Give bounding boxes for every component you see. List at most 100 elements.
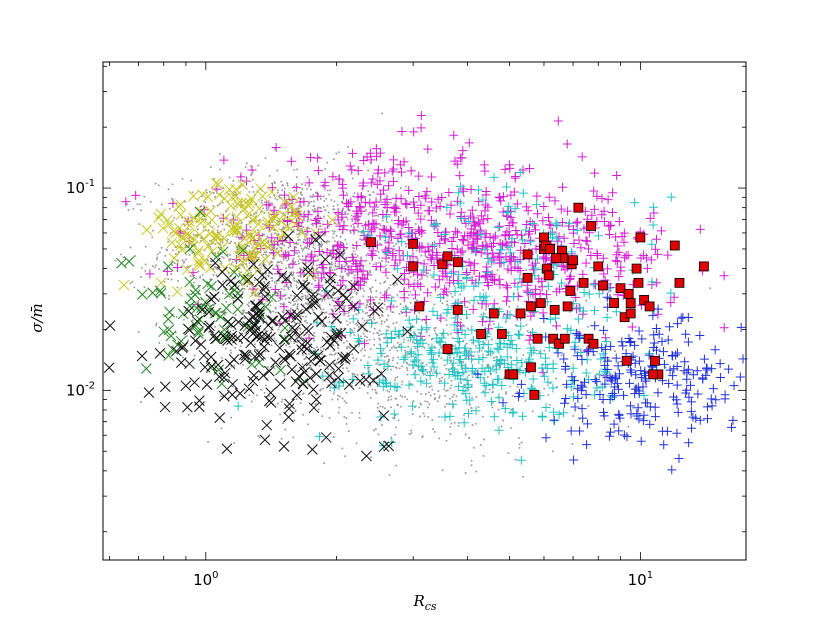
data-point-dot (296, 168, 299, 171)
data-point-cross (206, 360, 218, 372)
data-point-cross (205, 293, 217, 305)
data-point-plus (592, 191, 602, 201)
data-point-dot (258, 436, 261, 439)
data-point-plus (382, 194, 392, 204)
data-point-dot (349, 296, 352, 299)
data-point-dot (326, 161, 329, 164)
data-point-dot (284, 273, 287, 276)
data-point-plus (430, 282, 440, 292)
data-point-cross (274, 342, 286, 354)
data-point-dot (406, 306, 409, 309)
data-point-dot (306, 381, 309, 384)
data-point-dot (367, 169, 370, 172)
data-point-dot (167, 278, 170, 281)
data-point-plus (386, 302, 396, 312)
data-point-cross (194, 260, 206, 272)
data-point-dot (362, 332, 365, 335)
data-point-plus (588, 347, 598, 357)
data-point-dot (297, 238, 300, 241)
data-point-dot (321, 353, 324, 356)
data-point-dot (298, 251, 301, 254)
data-point-plus (502, 182, 512, 192)
data-point-dot (300, 222, 303, 225)
data-point-dot (311, 209, 314, 211)
data-point-dot (450, 332, 452, 335)
data-point-dot (297, 262, 300, 265)
data-point-plus (537, 411, 547, 421)
data-point-dot (525, 323, 528, 326)
data-point-plus (565, 218, 575, 228)
data-point-dot (372, 381, 375, 384)
data-point-dot (194, 277, 197, 280)
data-point-dot (396, 375, 399, 378)
data-point-plus (294, 218, 304, 228)
data-point-plus (551, 313, 561, 323)
data-point-plus (481, 229, 491, 239)
data-point-plus (719, 323, 729, 333)
data-point-plus (668, 392, 678, 402)
data-point-plus (355, 260, 365, 270)
data-point-dot (359, 335, 362, 338)
data-point-cross (248, 258, 259, 270)
data-point-plus (528, 219, 538, 229)
data-point-plus (416, 200, 426, 210)
data-point-dot (427, 343, 430, 346)
data-point-plus (550, 196, 560, 206)
data-point-dot (505, 391, 508, 394)
data-point-dot (395, 305, 398, 308)
data-point-dot (319, 198, 322, 200)
data-point-plus (399, 293, 409, 303)
data-point-cross (360, 374, 372, 385)
data-point-plus (647, 277, 657, 287)
data-point-dot (370, 291, 373, 294)
data-point-dot (438, 382, 441, 385)
data-point-dot (400, 310, 403, 313)
data-point-dot (381, 405, 384, 408)
data-point-plus (507, 234, 517, 244)
data-point-plus (454, 343, 464, 353)
data-point-dot (276, 169, 279, 172)
data-point-plus (565, 273, 575, 283)
data-point-dot (311, 265, 314, 267)
data-point-dot (356, 255, 359, 257)
data-point-plus (328, 172, 338, 182)
data-point-cross (348, 280, 359, 292)
data-point-dot (302, 226, 305, 229)
data-point-plus (504, 221, 514, 231)
data-point-cross (307, 444, 318, 455)
data-point-dot (310, 200, 313, 203)
data-point-plus (693, 389, 703, 399)
data-point-dot (388, 358, 390, 361)
data-point-plus (495, 193, 505, 203)
data-point-plus (448, 358, 458, 368)
data-point-plus (231, 255, 241, 265)
data-point-plus (416, 214, 426, 224)
data-point-plus (322, 248, 332, 258)
data-point-dot (251, 178, 254, 181)
data-point-dot (455, 395, 458, 398)
data-point-dot (253, 348, 256, 351)
data-point-plus (420, 191, 430, 201)
data-point-dot (467, 349, 470, 352)
data-point-cross (218, 233, 230, 244)
data-point-cross (212, 179, 224, 190)
data-point-plus (462, 395, 472, 405)
data-point-dot (265, 251, 268, 254)
data-point-dot (281, 297, 284, 300)
data-point-dot (230, 240, 232, 243)
data-point-cross (239, 353, 251, 365)
data-point-cross (217, 246, 229, 258)
data-point-plus (483, 254, 493, 264)
data-point-dot (418, 332, 421, 334)
data-point-square (698, 261, 709, 272)
data-point-dot (226, 253, 229, 256)
data-point-dot (140, 401, 142, 403)
data-point-plus (440, 284, 450, 294)
data-point-plus (528, 374, 538, 384)
data-point-plus (455, 153, 465, 163)
data-point-dot (277, 244, 280, 247)
data-point-plus (562, 324, 572, 334)
data-point-plus (403, 232, 413, 242)
data-point-plus (600, 344, 610, 354)
data-point-cross (199, 361, 211, 373)
